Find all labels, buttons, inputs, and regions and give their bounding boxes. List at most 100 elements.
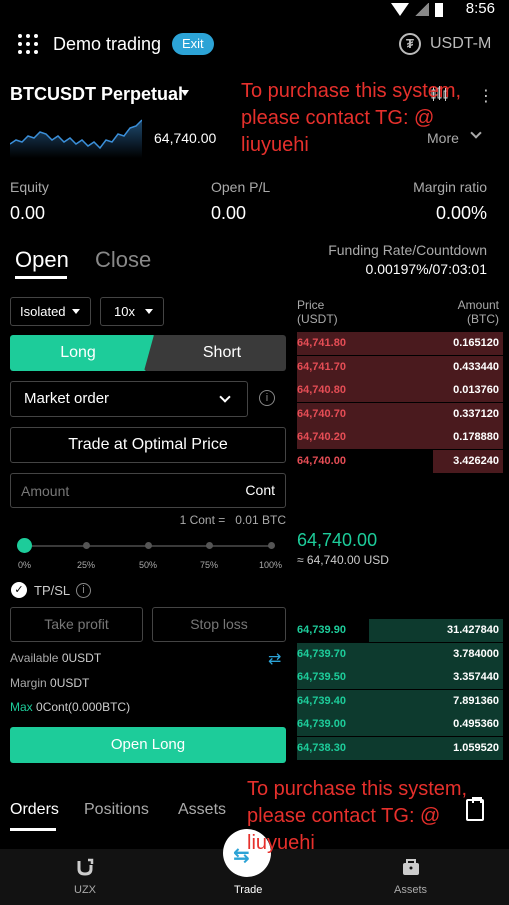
amount-unit[interactable]: Cont <box>245 482 275 498</box>
ask-row[interactable]: 64,741.80 0.165120 <box>297 332 503 355</box>
sparkline-price: 64,740.00 <box>154 130 217 146</box>
available-label: Available <box>10 651 59 665</box>
watermark-line: liuyuehi <box>247 832 315 854</box>
ask-row[interactable]: 64,741.70 0.433440 <box>297 355 503 379</box>
margin-ratio-label: Margin ratio <box>413 179 487 195</box>
leverage-select[interactable]: 10x <box>100 297 164 326</box>
bid-qty: 1.059520 <box>453 741 499 754</box>
status-icons <box>391 3 443 17</box>
slider-step[interactable] <box>83 542 90 549</box>
bid-row[interactable]: 64,739.50 3.357440 <box>297 666 503 689</box>
info-icon[interactable]: i <box>76 583 91 598</box>
optimal-price-button[interactable]: Trade at Optimal Price <box>10 427 286 463</box>
info-icon[interactable]: i <box>259 390 275 406</box>
tab-open-indicator <box>15 276 67 279</box>
contract-size-note: 1 Cont = 0.01 BTC <box>180 513 286 527</box>
amount-input[interactable] <box>11 474 231 507</box>
bid-depth-bar <box>297 689 503 713</box>
tether-icon[interactable]: ₮ <box>399 33 421 55</box>
bid-row[interactable]: 64,739.70 3.784000 <box>297 642 503 666</box>
bid-qty: 7.891360 <box>453 694 499 707</box>
pair-caret-icon[interactable] <box>181 90 189 96</box>
tab-orders-indicator <box>10 828 56 831</box>
bid-price: 64,739.90 <box>297 624 346 636</box>
ask-row[interactable]: 64,740.00 3.426240 <box>297 449 503 473</box>
bid-row[interactable]: 64,739.00 0.495360 <box>297 713 503 736</box>
bid-price: 64,739.70 <box>297 647 346 660</box>
order-type-select[interactable]: Market order <box>10 381 248 417</box>
open-long-button[interactable]: Open Long <box>10 727 286 763</box>
watermark-bottom: To purchase this system, please contact … <box>247 776 509 857</box>
battery-icon <box>435 3 443 17</box>
slider-label: 50% <box>139 560 158 570</box>
ask-row[interactable]: 64,740.70 0.337120 <box>297 402 503 426</box>
uzx-logo-icon[interactable] <box>75 857 95 877</box>
bid-price: 64,739.40 <box>297 694 346 707</box>
margin-label: Margin <box>10 676 47 690</box>
long-button[interactable]: Long <box>10 335 156 371</box>
ask-depth-bar <box>297 332 503 355</box>
watermark-line: To purchase this system, <box>241 80 462 102</box>
more-options-icon[interactable]: ⋮ <box>478 88 494 105</box>
caret-down-icon <box>145 309 153 314</box>
tab-positions[interactable]: Positions <box>84 801 149 818</box>
ask-price: 64,740.70 <box>297 407 346 420</box>
wallet-icon[interactable] <box>401 857 421 877</box>
funding-rate-label: Funding Rate/Countdown <box>328 242 487 258</box>
nav-assets-label[interactable]: Assets <box>394 884 428 896</box>
slider-step[interactable] <box>268 542 275 549</box>
exit-demo-button[interactable]: Exit <box>172 33 214 55</box>
stop-loss-input[interactable]: Stop loss <box>152 607 286 642</box>
amount-slider-thumb[interactable] <box>17 538 32 553</box>
trade-icon[interactable]: ⇆ <box>223 829 271 877</box>
transfer-icon[interactable]: ⇄ <box>268 651 282 668</box>
ask-qty: 0.178880 <box>453 431 499 443</box>
trade-arrows: ⇆ <box>233 845 250 867</box>
watermark-line: please contact TG: @ <box>241 107 435 129</box>
max-value: 0Cont(0.000BTC) <box>36 700 131 714</box>
max-row: Max 0Cont(0.000BTC) <box>10 700 130 714</box>
ask-depth-bar <box>297 402 503 426</box>
app-title: Demo trading <box>53 34 162 54</box>
short-button[interactable]: Short <box>144 335 286 371</box>
bid-depth-bar <box>369 619 503 642</box>
ask-price: 64,740.00 <box>297 454 346 467</box>
tpsl-check-icon[interactable]: ✓ <box>11 582 27 598</box>
pair-title[interactable]: BTCUSDT Perpetual <box>10 84 184 104</box>
contract-type-selector[interactable]: USDT-M <box>430 35 492 52</box>
bid-row[interactable]: 64,739.40 7.891360 <box>297 689 503 713</box>
margin-mode-value: Isolated <box>20 304 66 319</box>
nav-trade-label[interactable]: Trade <box>234 884 263 896</box>
ask-depth-bar <box>432 449 503 473</box>
slider-label: 75% <box>200 560 219 570</box>
ask-depth-bar <box>297 355 503 379</box>
tab-assets[interactable]: Assets <box>178 801 227 818</box>
tab-orders[interactable]: Orders <box>10 801 59 818</box>
slider-step[interactable] <box>206 542 213 549</box>
slider-label: 100% <box>259 560 283 570</box>
menu-grid-icon[interactable] <box>18 34 38 54</box>
more-link[interactable]: More <box>427 130 459 146</box>
bid-price: 64,739.50 <box>297 671 346 683</box>
watermark-line: To purchase this system, <box>247 778 468 800</box>
nav-uzx-label[interactable]: UZX <box>74 884 96 896</box>
tab-open[interactable]: Open <box>15 247 69 272</box>
ask-price: 64,740.20 <box>297 431 346 443</box>
ask-row[interactable]: 64,740.20 0.178880 <box>297 426 503 449</box>
ask-qty: 0.165120 <box>453 337 499 349</box>
status-time: 8:56 <box>465 0 495 17</box>
tpsl-label[interactable]: TP/SL <box>34 583 71 598</box>
candlestick-icon[interactable] <box>430 86 448 102</box>
amount-field[interactable]: Cont <box>10 473 286 508</box>
tab-close[interactable]: Close <box>95 247 152 272</box>
available-row: Available 0USDT <box>10 651 101 665</box>
take-profit-input[interactable]: Take profit <box>10 607 143 642</box>
ask-row[interactable]: 64,740.80 0.013760 <box>297 379 503 402</box>
slider-step[interactable] <box>145 542 152 549</box>
bid-qty: 3.784000 <box>453 647 499 660</box>
margin-mode-select[interactable]: Isolated <box>10 297 91 326</box>
clipboard-icon[interactable] <box>466 797 484 821</box>
contract-size-label: 1 Cont = <box>179 513 226 527</box>
bid-row[interactable]: 64,738.30 1.059520 <box>297 736 503 760</box>
bid-row[interactable]: 64,739.90 31.427840 <box>297 619 503 642</box>
